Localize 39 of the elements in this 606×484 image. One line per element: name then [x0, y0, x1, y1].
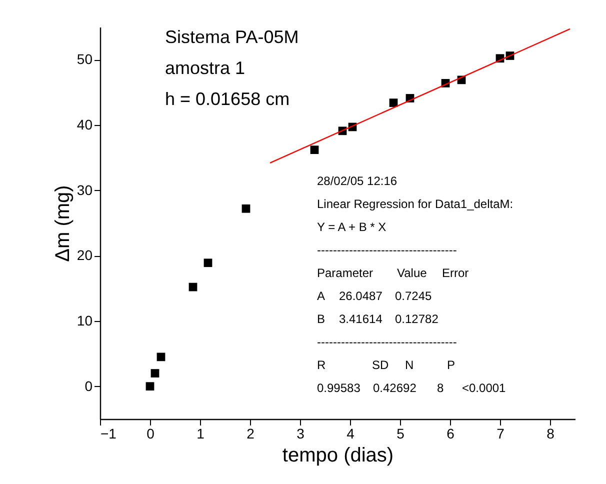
- annotation: B 3.41614 0.12782: [317, 312, 439, 326]
- x-axis-title: tempo (dias): [282, 444, 394, 466]
- annotation: 28/02/05 12:16: [317, 174, 398, 188]
- x-tick-label: 4: [346, 426, 355, 442]
- x-tick-label: 0: [146, 426, 155, 442]
- annotation: h = 0.01658 cm: [165, 89, 290, 109]
- annotation: Linear Regression for Data1_deltaM:: [317, 197, 514, 211]
- point: [150, 369, 160, 378]
- y-axis-title: Δm (mg): [52, 185, 74, 262]
- y-tick-label: 30: [76, 182, 93, 198]
- x-tick-label: 5: [396, 426, 405, 442]
- x-tick-label: 6: [446, 426, 455, 442]
- text: Parameter Value Error: [317, 266, 469, 280]
- annotation: A 26.0487 0.7245: [317, 289, 432, 303]
- text: 0.99583 0.42692 8 <0.0001: [317, 381, 506, 395]
- x-tick-label: −1: [100, 426, 117, 442]
- point: [146, 382, 154, 391]
- y-tick-label: 20: [76, 247, 93, 264]
- y-tick-label: 40: [76, 116, 93, 132]
- x-tick-label: 1: [196, 426, 205, 442]
- y-tick-label: 10: [76, 312, 93, 328]
- point: [310, 146, 319, 154]
- x-tick-label: 7: [496, 426, 505, 442]
- x-tick-label: 2: [246, 426, 255, 442]
- point: [188, 282, 198, 292]
- point: [204, 258, 212, 268]
- y-tick-label: 0: [84, 378, 93, 394]
- y-tick-label: 50: [76, 51, 93, 68]
- annotation: amostra 1: [165, 58, 246, 78]
- annotation: Sistema PA-05M: [165, 27, 299, 47]
- annotation: Y = A + B * X: [317, 220, 386, 234]
- annotation: -----------------------------------: [317, 243, 457, 257]
- x-tick-label: 8: [546, 426, 555, 442]
- point: [156, 352, 166, 362]
- text: R SD N P: [317, 358, 456, 372]
- x-tick-label: 3: [296, 426, 305, 442]
- annotation: -----------------------------------: [317, 335, 457, 349]
- point: [389, 98, 398, 107]
- point: [242, 204, 250, 213]
